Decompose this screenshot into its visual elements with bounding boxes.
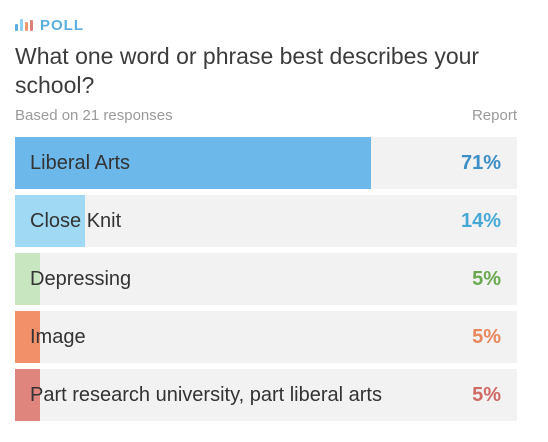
- option-fill: [15, 369, 41, 421]
- option-fill: [15, 137, 372, 189]
- poll-option-depressing[interactable]: Depressing 5%: [15, 253, 517, 305]
- option-label: Part research university, part liberal a…: [30, 384, 382, 406]
- poll-option-close-knit[interactable]: Close Knit 14%: [15, 195, 517, 247]
- poll-option-image[interactable]: Image 5%: [15, 311, 517, 363]
- option-label: Image: [30, 326, 86, 348]
- poll-options: Liberal Arts 71% Close Knit 14% Depressi…: [15, 137, 517, 421]
- option-percent: 5%: [472, 326, 501, 348]
- poll-card: POLL What one word or phrase best descri…: [15, 0, 517, 427]
- option-percent: 5%: [472, 384, 501, 406]
- option-label: Depressing: [30, 268, 132, 290]
- option-fill: [15, 311, 41, 363]
- option-fill: [15, 253, 41, 305]
- option-percent: 5%: [472, 268, 501, 290]
- option-percent: 71%: [460, 152, 501, 174]
- poll-option-liberal-arts[interactable]: Liberal Arts 71%: [15, 137, 517, 189]
- poll-header: POLL: [15, 13, 517, 37]
- option-label: Close Knit: [30, 210, 122, 232]
- poll-meta: Based on 21 responses Report: [15, 104, 517, 124]
- option-fill: [15, 195, 86, 247]
- option-label: Liberal Arts: [30, 152, 131, 174]
- report-link[interactable]: Report: [471, 107, 517, 124]
- poll-question: What one word or phrase best describes y…: [15, 43, 480, 98]
- poll-label: POLL: [40, 16, 84, 34]
- response-count: Based on 21 responses: [15, 107, 173, 124]
- poll-option-part-research[interactable]: Part research university, part liberal a…: [15, 369, 517, 421]
- option-percent: 14%: [460, 210, 501, 232]
- bar-chart-icon: [15, 19, 33, 31]
